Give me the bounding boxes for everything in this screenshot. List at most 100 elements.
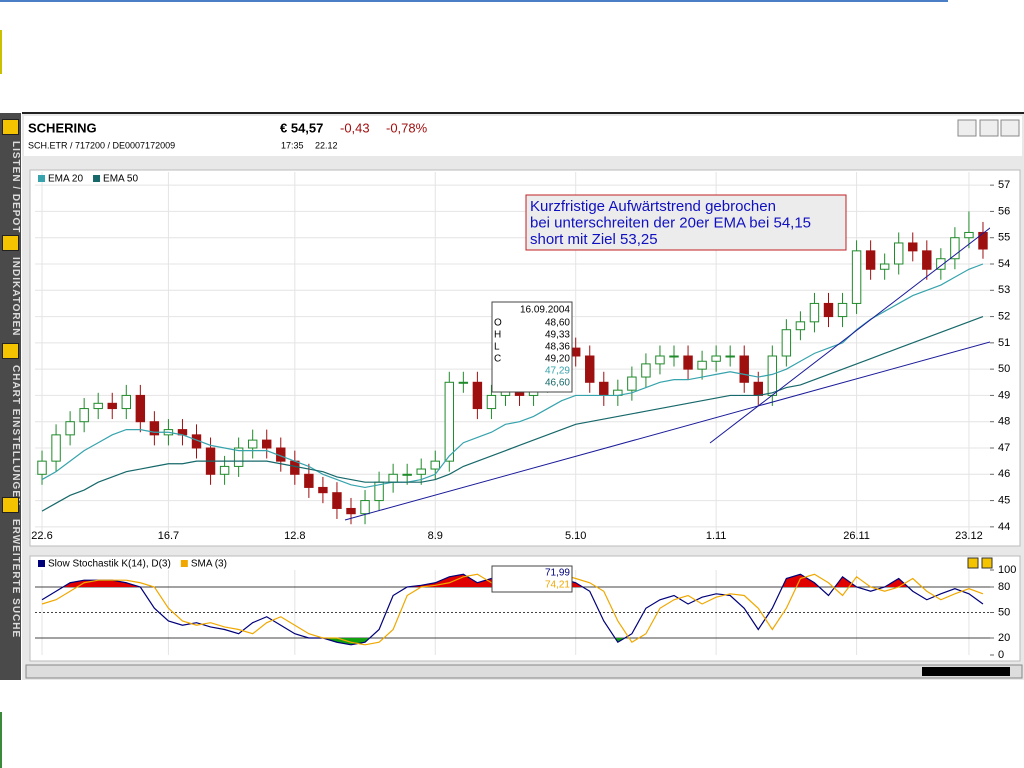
candle-body: [823, 302, 834, 318]
tooltip-ema: 47,29: [545, 366, 570, 377]
stock-ids: SCH.ETR / 717200 / DE0007172009: [28, 140, 175, 150]
header: [24, 116, 1022, 156]
candle-body: [683, 355, 693, 370]
tab[interactable]: LISTEN / DEPOT: [10, 141, 21, 234]
candle-body: [51, 434, 61, 462]
price-plot: [35, 172, 990, 540]
tab[interactable]: ERWEITERTE SUCHE: [10, 519, 21, 639]
annotation-box: [525, 194, 847, 251]
candle-body: [65, 421, 75, 436]
line: [41, 263, 984, 489]
candle-body: [233, 447, 244, 467]
y-tick-label: 54: [998, 258, 1010, 270]
candle-body: [318, 486, 328, 494]
button[interactable]: [1000, 119, 1020, 137]
candle-body: [767, 355, 778, 396]
candle-body: [711, 355, 721, 362]
x-tick-label: 23.12: [955, 530, 983, 542]
candle-body: [304, 473, 314, 488]
tooltip-key: L: [494, 342, 500, 353]
candle-body: [851, 250, 862, 304]
time: 17:35: [281, 140, 304, 150]
y-tick-label: 53: [998, 284, 1010, 296]
x-tick-label: 26.11: [843, 530, 870, 542]
button[interactable]: [957, 119, 977, 137]
legend-swatch: [180, 560, 188, 567]
button[interactable]: [979, 119, 999, 137]
line: [41, 316, 984, 512]
candle-body: [585, 355, 595, 383]
change: -0,43: [340, 120, 370, 135]
candle-body: [247, 439, 258, 449]
candle-body: [121, 394, 132, 410]
tooltip-key: H: [494, 330, 501, 341]
scrollbar[interactable]: [25, 664, 1023, 679]
icon[interactable]: [2, 119, 19, 135]
candle-body: [809, 302, 820, 323]
tab[interactable]: INDIKATOREN: [10, 257, 21, 337]
candle-body: [837, 302, 848, 318]
tooltip-box: [491, 301, 573, 393]
value-box: [491, 565, 573, 593]
x-tick-label: 22.6: [31, 530, 52, 542]
y-tick-label: 57: [998, 179, 1010, 191]
top-line: [0, 0, 948, 2]
icon[interactable]: [2, 497, 19, 513]
legend-label: EMA 20: [48, 174, 83, 185]
x-tick-label: 16.7: [158, 530, 179, 542]
y-tick-label: 47: [998, 442, 1010, 454]
y-tick-label: 50: [998, 606, 1010, 618]
candle-body: [655, 355, 665, 365]
button[interactable]: [967, 557, 979, 569]
y-tick-label: 100: [998, 564, 1016, 576]
candle-body: [79, 408, 89, 423]
x-tick-label: 12.8: [284, 530, 305, 542]
price: € 54,57: [280, 120, 323, 135]
candle-body: [486, 394, 497, 410]
candle-body: [599, 381, 609, 396]
candle-body: [781, 329, 792, 357]
candle-body: [37, 460, 47, 475]
trend-lines: [344, 227, 990, 521]
legend-label: SMA (3): [191, 559, 227, 570]
candle-body: [978, 231, 988, 250]
icon[interactable]: [2, 343, 19, 359]
candle-body: [135, 394, 146, 423]
candle-body: [444, 381, 455, 462]
candle-body: [346, 507, 356, 515]
value-box-text: 74,21: [545, 580, 570, 591]
candle-body: [107, 402, 117, 410]
candle-body: [950, 237, 960, 260]
candle-body: [627, 376, 637, 391]
change-pct: -0,78%: [386, 120, 428, 135]
y-tick-label: 46: [998, 468, 1010, 480]
legend-label: Slow Stochastik K(14), D(3): [48, 559, 171, 570]
icon[interactable]: [2, 235, 19, 251]
candle-body: [332, 492, 342, 509]
candle-body: [964, 231, 974, 239]
candle-body: [472, 381, 483, 410]
candle-body: [922, 250, 932, 270]
scroll-thumb[interactable]: [922, 667, 1010, 676]
x-tick-label: 1.11: [706, 530, 727, 542]
tab[interactable]: CHART EINSTELLUNGEN: [10, 365, 21, 507]
tooltip-value: 48,36: [545, 342, 570, 353]
candle-body: [739, 355, 749, 383]
candle-body: [458, 381, 469, 384]
candle-body: [725, 355, 735, 358]
x-tick-label: 8.9: [428, 530, 443, 542]
candle-body: [149, 421, 160, 436]
y-tick-label: 80: [998, 581, 1010, 593]
y-tick-label: 44: [998, 521, 1010, 533]
legend-swatch: [38, 175, 45, 182]
y-tick-label: 48: [998, 416, 1010, 428]
candle-body: [641, 363, 651, 378]
y-tick-label: 50: [998, 363, 1010, 375]
legend-swatch: [93, 175, 101, 182]
y-tick-label: 55: [998, 232, 1010, 244]
candle-body: [697, 360, 707, 370]
annotation-text: short mit Ziel 53,25: [530, 231, 658, 248]
button[interactable]: [981, 557, 993, 569]
